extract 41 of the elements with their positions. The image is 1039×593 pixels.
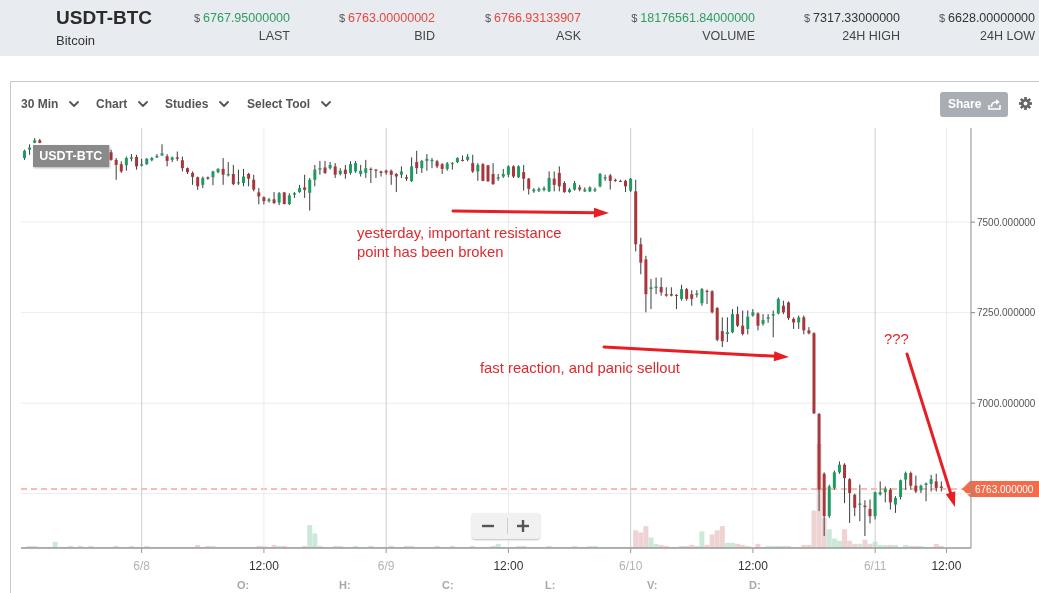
text: USDT-BTC (56, 7, 153, 28)
text: $ 7317.33000000 (803, 11, 900, 25)
text: Bitcoin (56, 33, 96, 48)
x-tick-label: 6/10 (618, 558, 643, 573)
text: ASK (555, 29, 581, 43)
annotation: yesterday, important resistance point has been broken (357, 225, 562, 260)
text: V: (647, 579, 658, 591)
text: 24H HIGH (842, 29, 900, 43)
x-tick-label: 6/11 (863, 558, 887, 573)
text: $ 6766.93133907 (484, 11, 581, 25)
ref-line-label: 6763.000000 (975, 483, 1034, 495)
text: 30 Min (21, 97, 59, 111)
text: O: (237, 579, 250, 591)
text: Select Tool (247, 97, 311, 111)
x-tick-label: 12:00 (931, 558, 962, 573)
text: $ 6763.00000002 (338, 11, 435, 25)
x-tick-label: 6/8 (133, 558, 151, 573)
text: $ 6767.95000000 (193, 11, 290, 25)
annotation: USDT-BTC (39, 149, 103, 163)
text: 24H LOW (980, 29, 1035, 43)
y-tick-label: 7000.000000 (977, 397, 1036, 409)
text: Chart (96, 97, 128, 111)
x-tick-label: 12:00 (737, 558, 769, 573)
text: C: (442, 579, 454, 591)
text: VOLUME (702, 29, 755, 43)
text: L: (545, 579, 556, 591)
y-tick-label: 7500.000000 (977, 216, 1036, 228)
text: H: (339, 579, 351, 591)
text: LAST (258, 29, 290, 43)
text: D: (749, 579, 761, 591)
share-button: Share (940, 92, 1008, 117)
text: BID (414, 29, 435, 43)
annotation: fast reaction, and panic sellout (480, 360, 680, 376)
annotation: ??? (884, 331, 909, 347)
x-tick-label: 12:00 (493, 558, 524, 573)
x-tick-label: 6/9 (377, 558, 395, 573)
text: Studies (165, 97, 209, 111)
y-tick-label: 7250.000000 (977, 307, 1036, 319)
x-tick-label: 12:00 (248, 558, 280, 573)
text: $ 18176561.84000000 (631, 11, 755, 25)
text: $ 6628.00000000 (938, 11, 1035, 25)
